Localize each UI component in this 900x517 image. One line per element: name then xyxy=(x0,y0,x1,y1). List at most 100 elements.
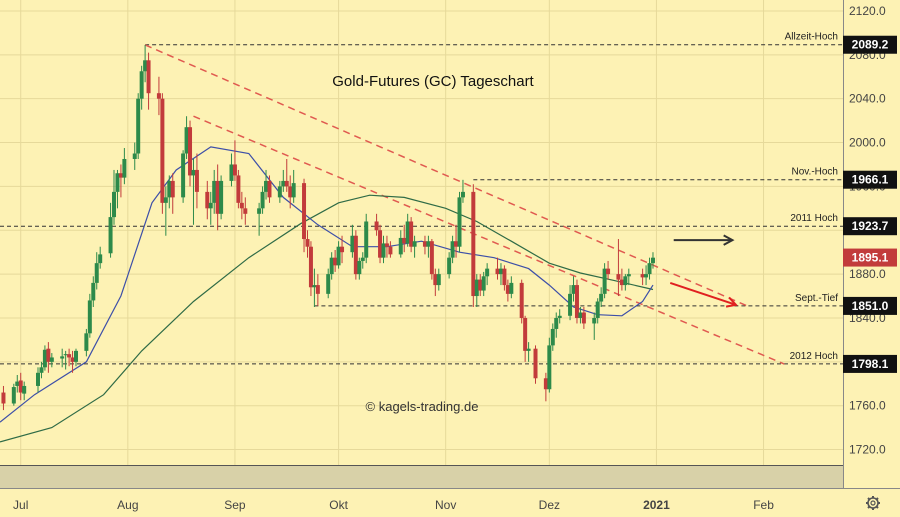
candle-body xyxy=(457,197,462,247)
volume-pane xyxy=(0,466,843,488)
candle-body xyxy=(136,98,141,154)
candle-body xyxy=(288,186,293,198)
candle-body xyxy=(388,246,393,255)
candle-body xyxy=(616,274,621,280)
candle-body xyxy=(36,372,41,386)
candle-body xyxy=(454,241,459,247)
candle-body xyxy=(46,348,51,362)
candle-body xyxy=(409,221,414,247)
trendlines xyxy=(144,44,785,365)
candle-body xyxy=(42,349,47,368)
candle-body xyxy=(543,378,548,390)
y-tick-label: 2120.0 xyxy=(849,4,886,18)
candle-body xyxy=(39,367,44,373)
candle-body xyxy=(350,235,355,253)
last-price-badge xyxy=(843,248,897,267)
candle-body xyxy=(22,385,27,394)
candle-body xyxy=(526,348,531,351)
price-badge xyxy=(843,296,897,315)
candle-body xyxy=(302,183,307,240)
candle-body xyxy=(554,317,559,329)
candle-body xyxy=(509,282,514,294)
y-tick-label: 1760.0 xyxy=(849,399,886,413)
candle-body xyxy=(118,173,123,178)
candle-body xyxy=(239,202,244,209)
candle-body xyxy=(188,127,193,176)
level-label: Nov.-Hoch xyxy=(792,167,839,178)
candle-body xyxy=(405,221,410,244)
candle-body xyxy=(49,357,54,362)
candle-body xyxy=(277,186,282,198)
candle-body xyxy=(291,183,296,198)
candle-body xyxy=(122,158,127,178)
y-tick-label: 2000.0 xyxy=(849,136,886,150)
candle-body xyxy=(581,312,586,324)
candle-body xyxy=(505,285,510,294)
trendline xyxy=(144,44,751,308)
level-label: 2011 Hoch xyxy=(790,213,838,224)
candle-body xyxy=(63,354,68,356)
candle-body xyxy=(364,221,369,258)
candle-body xyxy=(326,274,331,294)
candle-body xyxy=(191,169,196,176)
candle-body xyxy=(450,241,455,258)
level-label: 2012 Hoch xyxy=(790,351,838,362)
candle-body xyxy=(329,257,334,275)
arrow-head xyxy=(723,234,735,246)
candle-body xyxy=(308,246,313,288)
candle-body xyxy=(205,191,210,209)
candle-body xyxy=(412,241,417,247)
candle-body xyxy=(333,257,338,266)
candle-body xyxy=(495,268,500,275)
candle-body xyxy=(15,381,20,386)
candle-body xyxy=(132,153,137,159)
candle-body xyxy=(194,169,199,192)
candle-body xyxy=(357,260,362,275)
candle-body xyxy=(557,315,562,318)
y-tick-label: 1880.0 xyxy=(849,267,886,281)
moving-average-fast xyxy=(0,146,654,423)
watermark: © kagels-trading.de xyxy=(366,399,479,414)
price-badge xyxy=(843,35,897,54)
candle-body xyxy=(523,317,528,351)
projection-arrows xyxy=(669,234,738,308)
moving-averages xyxy=(0,146,654,443)
candlesticks xyxy=(1,44,655,411)
candle-body xyxy=(378,230,383,258)
candle-body xyxy=(360,257,365,261)
candle-body xyxy=(623,276,628,286)
candle-body xyxy=(1,392,6,404)
candle-body xyxy=(260,191,265,209)
candle-body xyxy=(384,243,389,247)
price-badge xyxy=(843,217,897,236)
chart-title: Gold-Futures (GC) Tageschart xyxy=(332,73,534,90)
candle-body xyxy=(156,93,161,99)
price-badge-label: 2089.2 xyxy=(852,38,889,52)
x-tick-label: 2021 xyxy=(643,498,670,512)
price-badge xyxy=(843,354,897,373)
candle-body xyxy=(460,191,465,198)
candle-body xyxy=(115,173,120,192)
x-tick-label: Nov xyxy=(435,498,456,512)
candle-body xyxy=(160,98,165,203)
candle-body xyxy=(619,279,624,286)
gear-icon[interactable] xyxy=(866,496,880,510)
candle-body xyxy=(571,285,576,294)
candle-body xyxy=(353,235,358,275)
candle-body xyxy=(640,274,645,278)
candle-body xyxy=(595,301,600,318)
candle-body xyxy=(547,345,552,390)
candle-body xyxy=(602,268,607,294)
moving-average-slow xyxy=(0,194,654,443)
candle-body xyxy=(146,60,151,94)
x-tick-label: Feb xyxy=(753,498,774,512)
candle-body xyxy=(181,153,186,198)
candle-body xyxy=(574,285,579,318)
candle-body xyxy=(485,268,490,277)
candle-body xyxy=(626,274,631,277)
candle-body xyxy=(257,208,262,214)
candle-body xyxy=(599,293,604,302)
price-badge-label: 1798.1 xyxy=(852,357,889,371)
price-badge-label: 1923.7 xyxy=(852,219,889,233)
